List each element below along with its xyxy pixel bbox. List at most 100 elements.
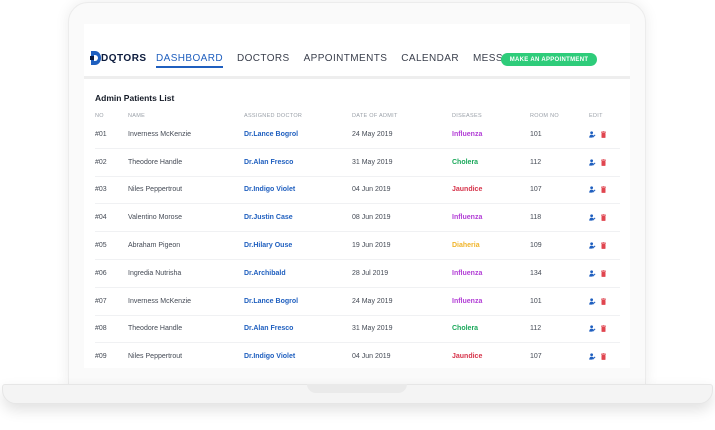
row-actions xyxy=(589,131,620,138)
disease-label: Influenza xyxy=(452,130,483,138)
row-number: #01 xyxy=(95,130,107,138)
table-row: #02 Theodore Handle Dr.Alan Fresco 31 May 2… xyxy=(95,149,620,177)
header-date: DATE OF ADMIT xyxy=(352,112,398,119)
table-row: #05 Abraham Pigeon Dr.Hilary Ouse 19 Jun 20… xyxy=(95,232,620,260)
assigned-doctor-link[interactable]: Dr.Archibald xyxy=(244,269,286,277)
user-edit-icon[interactable] xyxy=(589,186,596,194)
row-actions xyxy=(589,325,620,333)
row-actions xyxy=(589,186,620,194)
nav-calendar[interactable]: CALENDAR xyxy=(401,53,459,64)
header-room: ROOM NO xyxy=(530,112,559,119)
assigned-doctor-link[interactable]: Dr.Lance Bogrol xyxy=(244,297,299,305)
patient-name: Abraham Pigeon xyxy=(128,242,181,250)
trash-icon[interactable] xyxy=(601,353,606,361)
admit-date: 24 May 2019 xyxy=(352,297,393,305)
admit-date: 28 Jul 2019 xyxy=(352,269,389,277)
assigned-doctor-link[interactable]: Dr.Alan Fresco xyxy=(244,158,294,166)
row-number: #05 xyxy=(95,242,107,250)
table-row: #03 Niles Peppertrout Dr.Indigo Violet 04 J… xyxy=(95,177,620,205)
disease-label: Jaundice xyxy=(452,353,483,361)
header-edit: EDIT xyxy=(589,112,603,119)
make-appointment-button[interactable]: MAKE AN APPOINTMENT xyxy=(501,53,597,66)
row-number: #09 xyxy=(95,353,107,361)
top-navigation-bar: DQTORS DASHBOARD DOCTORS APPOINTMENTS CA… xyxy=(84,24,630,79)
assigned-doctor-link[interactable]: Dr.Lance Bogrol xyxy=(244,130,299,138)
room-number: 134 xyxy=(530,269,542,277)
disease-label: Influenza xyxy=(452,297,483,305)
disease-label: Diaheria xyxy=(452,242,480,250)
assigned-doctor-link[interactable]: Dr.Indigo Violet xyxy=(244,186,296,194)
table-row: #06 Ingredia Nutrisha Dr.Archibald 28 Jul 2… xyxy=(95,260,620,288)
header-no: NO xyxy=(95,112,104,119)
trash-icon[interactable] xyxy=(601,158,606,166)
nav-appointments[interactable]: APPOINTMENTS xyxy=(303,53,388,64)
assigned-doctor-link[interactable]: Dr.Indigo Violet xyxy=(244,353,296,361)
table-row: #09 Niles Peppertrout Dr.Indigo Violet 04 J… xyxy=(95,343,620,368)
admit-date: 31 May 2019 xyxy=(352,325,393,333)
row-actions xyxy=(589,214,620,222)
table-row: #07 Inverness McKenzie Dr.Lance Bogrol 24 M… xyxy=(95,288,620,316)
row-actions xyxy=(589,297,620,305)
brand-d-icon xyxy=(90,51,101,65)
header-doctor: ASSIGNED DOCTOR xyxy=(244,112,303,119)
row-number: #07 xyxy=(95,297,107,305)
user-edit-icon[interactable] xyxy=(589,325,596,333)
room-number: 112 xyxy=(530,325,542,333)
row-number: #04 xyxy=(95,214,107,222)
patients-table: NO NAME ASSIGNED DOCTOR DATE OF ADMIT DI… xyxy=(95,110,620,368)
row-actions xyxy=(589,158,620,166)
page-title: Admin Patients List xyxy=(95,93,175,103)
patient-name: Inverness McKenzie xyxy=(128,130,192,138)
room-number: 101 xyxy=(530,297,542,305)
table-row: #08 Theodore Handle Dr.Alan Fresco 31 May 2… xyxy=(95,316,620,344)
header-name: NAME xyxy=(128,112,146,119)
table-row: #01 Inverness McKenzie Dr.Lance Bogrol 24 M… xyxy=(95,121,620,149)
table-row: #04 Valentino Morose Dr.Justin Case 08 Jun … xyxy=(95,204,620,233)
admit-date: 08 Jun 2019 xyxy=(352,214,391,222)
patient-name: Niles Peppertrout xyxy=(128,353,183,361)
trash-icon[interactable] xyxy=(601,131,606,138)
admit-date: 31 May 2019 xyxy=(352,158,393,166)
trash-icon[interactable] xyxy=(601,186,606,194)
user-edit-icon[interactable] xyxy=(589,214,596,221)
room-number: 118 xyxy=(530,214,542,222)
user-edit-icon[interactable] xyxy=(589,298,596,305)
main-nav: DASHBOARD DOCTORS APPOINTMENTS CALENDAR … xyxy=(156,53,532,68)
room-number: 107 xyxy=(530,186,542,194)
patient-name: Ingredia Nutrisha xyxy=(128,269,182,277)
admit-date: 24 May 2019 xyxy=(352,130,393,138)
app-screen: DQTORS DASHBOARD DOCTORS APPOINTMENTS CA… xyxy=(84,24,630,368)
row-number: #02 xyxy=(95,158,107,166)
user-edit-icon[interactable] xyxy=(589,159,596,166)
user-edit-icon[interactable] xyxy=(589,131,596,138)
room-number: 109 xyxy=(530,242,542,250)
row-actions xyxy=(589,242,620,249)
trash-icon[interactable] xyxy=(601,242,606,249)
disease-label: Jaundice xyxy=(452,186,483,194)
admit-date: 19 Jun 2019 xyxy=(352,242,391,250)
user-edit-icon[interactable] xyxy=(589,353,596,360)
patient-name: Inverness McKenzie xyxy=(128,297,192,305)
user-edit-icon[interactable] xyxy=(589,242,596,249)
trash-icon[interactable] xyxy=(601,270,606,277)
patient-name: Valentino Morose xyxy=(128,214,182,222)
disease-label: Influenza xyxy=(452,214,483,222)
assigned-doctor-link[interactable]: Dr.Hilary Ouse xyxy=(244,242,293,250)
user-edit-icon[interactable] xyxy=(589,270,596,277)
assigned-doctor-link[interactable]: Dr.Justin Case xyxy=(244,214,293,222)
brand-name: DQTORS xyxy=(101,52,147,64)
table-body: #01 Inverness McKenzie Dr.Lance Bogrol 24 M… xyxy=(95,121,620,368)
nav-doctors[interactable]: DOCTORS xyxy=(236,53,290,64)
laptop-notch xyxy=(307,384,407,393)
disease-label: Cholera xyxy=(452,158,479,166)
row-number: #06 xyxy=(95,269,107,277)
row-number: #03 xyxy=(95,186,107,194)
patient-name: Theodore Handle xyxy=(128,325,183,333)
assigned-doctor-link[interactable]: Dr.Alan Fresco xyxy=(244,325,294,333)
header-disease: DISEASES xyxy=(452,112,482,119)
trash-icon[interactable] xyxy=(601,214,606,222)
trash-icon[interactable] xyxy=(601,297,606,305)
nav-dashboard[interactable]: DASHBOARD xyxy=(156,53,223,68)
trash-icon[interactable] xyxy=(601,325,606,333)
brand-logo[interactable]: DQTORS xyxy=(90,51,147,65)
